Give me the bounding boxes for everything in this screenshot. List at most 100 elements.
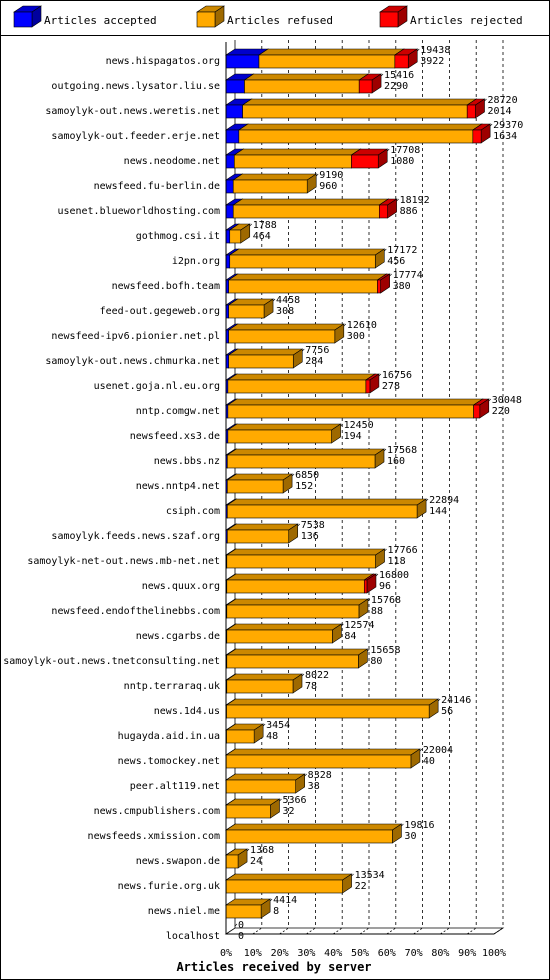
bar-refused-13-top: [227, 348, 304, 356]
x-tick-label-40: 40%: [324, 948, 342, 959]
value-total-23: 15768: [371, 595, 401, 606]
value-leader-12: [343, 323, 347, 327]
value-leader-4: [489, 123, 493, 127]
bar-row-6: [225, 173, 318, 194]
bar-rejected-3-front: [466, 104, 476, 119]
bar-row-8: [225, 223, 251, 244]
x-tick-label-80: 80%: [431, 948, 449, 959]
bars: [225, 48, 492, 919]
bar-row-16: [225, 423, 342, 444]
bar-refused-3-top: [241, 98, 478, 106]
bar-row-22: [225, 573, 377, 594]
bar-refused-6-front: [232, 179, 308, 194]
bar-refused-25-top: [225, 648, 369, 656]
value-accepted-23: 88: [371, 606, 383, 617]
y-label-23: newsfeed.endofthelinebbs.com: [51, 606, 220, 617]
bar-refused-14-front: [227, 379, 367, 394]
bar-refused-23: [225, 598, 369, 619]
value-leader-22: [375, 573, 379, 577]
value-accepted-2: 2290: [384, 81, 408, 92]
bar-refused-17-top: [226, 448, 385, 456]
bar-accepted-6-front: [225, 179, 234, 194]
bar-row-5: [225, 148, 389, 169]
value-accepted-16: 194: [344, 431, 362, 442]
y-label-27: news.1d4.us: [154, 706, 220, 717]
y-label-12: newsfeed-ipv6.pionier.net.pl: [51, 331, 220, 342]
bar-refused-5-front: [234, 154, 352, 169]
value-accepted-22: 96: [379, 581, 391, 592]
value-accepted-32: 30: [404, 831, 416, 842]
value-total-35: 4414: [273, 895, 297, 906]
y-label-6: newsfeed.fu-berlin.de: [94, 181, 220, 192]
bar-refused-8-front: [229, 229, 242, 244]
value-accepted-31: 32: [282, 806, 294, 817]
bar-refused-33-front: [225, 854, 239, 869]
value-accepted-34: 22: [355, 881, 367, 892]
value-accepted-7: 886: [400, 206, 418, 217]
value-accepted-25: 80: [370, 656, 382, 667]
x-tick-label-60: 60%: [378, 948, 396, 959]
value-accepted-29: 40: [423, 756, 435, 767]
y-label-2: outgoing.news.lysator.liu.se: [51, 81, 220, 92]
value-accepted-9: 456: [387, 256, 405, 267]
value-accepted-21: 118: [388, 556, 406, 567]
bar-rejected-1: [393, 48, 419, 69]
bar-row-24: [225, 623, 343, 644]
value-total-2: 15416: [384, 70, 414, 81]
value-accepted-18: 152: [295, 481, 313, 492]
bar-refused-11: [227, 298, 275, 319]
bar-refused-9-top: [228, 248, 386, 256]
bar-row-31: [225, 798, 281, 819]
bar-row-28: [225, 723, 265, 744]
y-label-5: news.neodome.net: [124, 156, 220, 167]
value-leader-2: [380, 73, 384, 77]
grid-floor-70: [413, 927, 423, 935]
bar-refused-34-top: [225, 873, 353, 881]
bar-refused-27: [225, 698, 440, 719]
bar-row-2: [225, 73, 383, 94]
bar-refused-28-front: [226, 729, 255, 744]
bar-refused-26-top: [225, 673, 303, 681]
value-leader-18: [291, 473, 295, 477]
bar-refused-19-front: [227, 504, 418, 519]
value-total-18: 6850: [295, 470, 319, 481]
bar-row-30: [225, 773, 306, 794]
bar-refused-10-front: [228, 279, 378, 294]
x-tick-label-100: 100%: [482, 948, 506, 959]
bar-refused-1-top: [257, 48, 405, 56]
bar-refused-23-top: [225, 598, 369, 606]
value-accepted-1: 3922: [420, 56, 444, 67]
y-label-10: newsfeed.bofh.team: [112, 281, 220, 292]
grid-floor-60: [386, 927, 397, 935]
bar-refused-22: [225, 573, 375, 594]
bar-row-26: [225, 673, 303, 694]
y-label-36: localhost: [166, 931, 220, 942]
bar-refused-11-front: [228, 304, 265, 319]
value-leader-16: [340, 423, 343, 427]
bar-refused-12: [227, 323, 345, 344]
bar-refused-2-top: [243, 73, 370, 81]
value-total-13: 7756: [305, 345, 329, 356]
bar-refused-9-front: [229, 254, 376, 269]
bar-refused-10: [227, 273, 388, 294]
value-accepted-28: 48: [266, 731, 278, 742]
bar-refused-22-front: [226, 579, 365, 594]
value-total-4: 29370: [493, 120, 523, 131]
value-accepted-15: 220: [492, 406, 510, 417]
value-total-19: 22894: [429, 495, 459, 506]
value-total-30: 8328: [308, 770, 332, 781]
value-leader-21: [384, 548, 387, 552]
y-label-33: news.swapon.de: [136, 856, 220, 867]
value-accepted-20: 136: [301, 531, 319, 542]
legend: Articles accepted Articles refused Article…: [13, 5, 523, 28]
bar-row-19: [225, 498, 428, 519]
bar-refused-12-front: [228, 329, 336, 344]
value-labels: 1943839221541622902872020142937016341770…: [234, 45, 523, 942]
bar-refused-27-top: [225, 698, 440, 706]
bar-row-34: [225, 873, 353, 894]
bar-row-32: [225, 823, 403, 844]
value-leader-31: [279, 798, 282, 802]
x-tick-label-90: 90%: [458, 948, 476, 959]
value-accepted-10: 380: [393, 281, 411, 292]
